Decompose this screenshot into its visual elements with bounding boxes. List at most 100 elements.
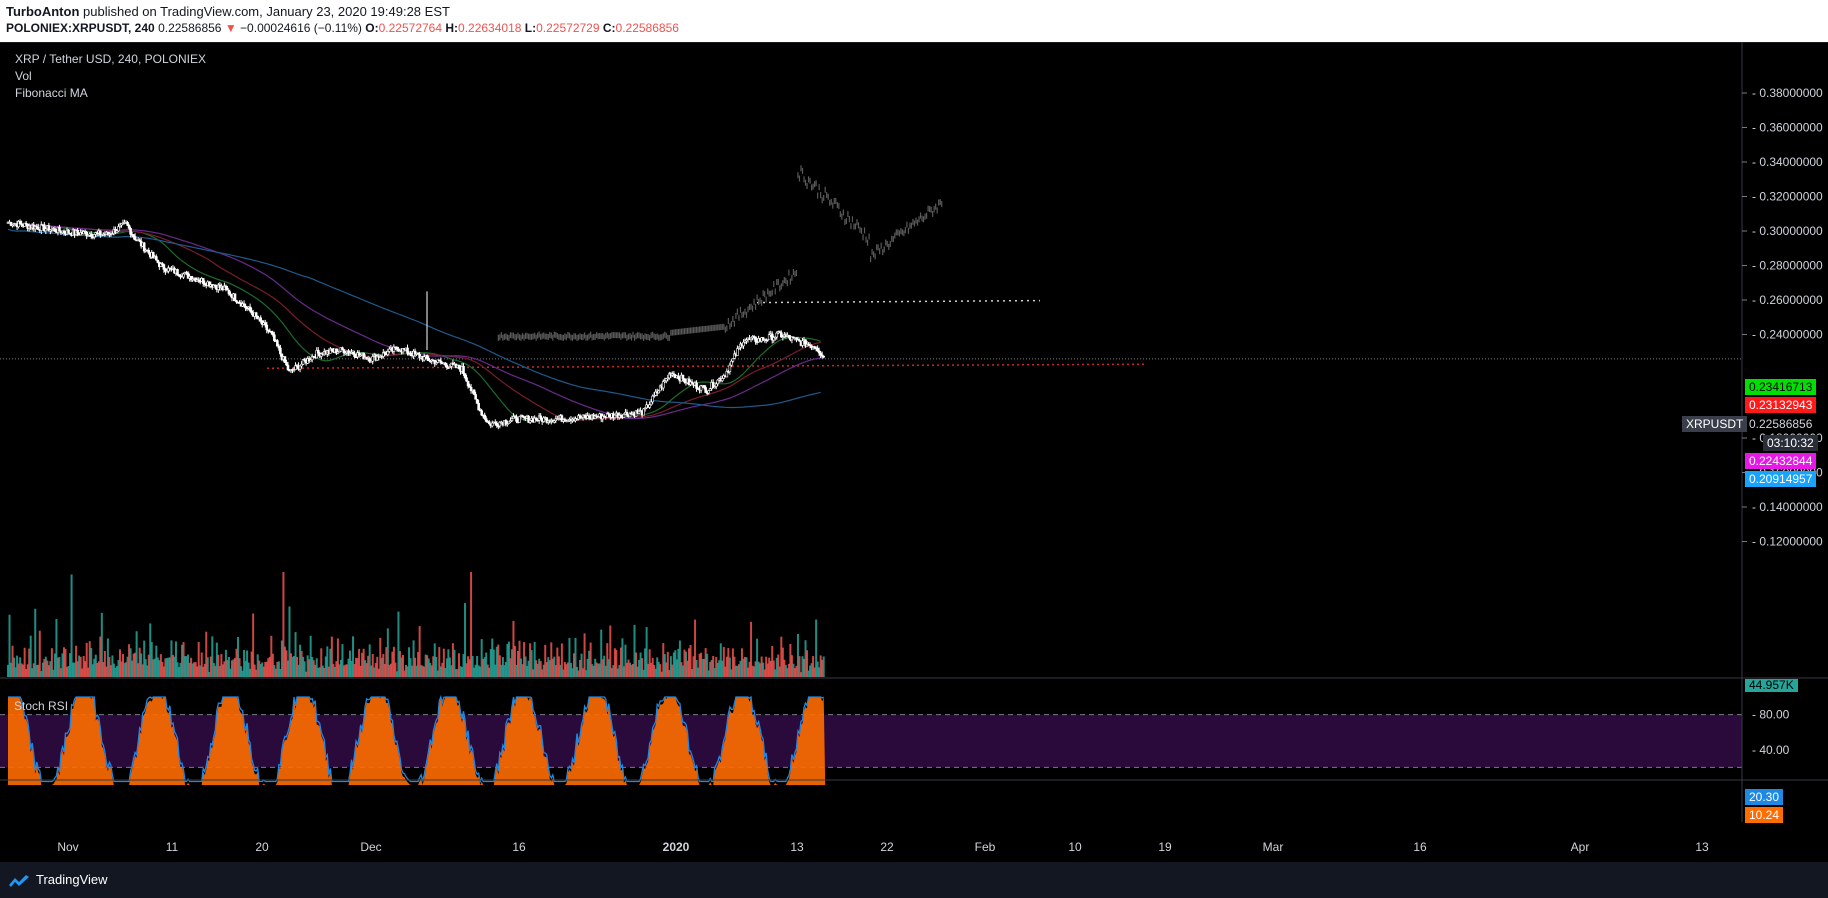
volume-bar bbox=[750, 621, 753, 677]
volume-bar bbox=[504, 661, 507, 677]
stoch-rsi-legend[interactable]: Stoch RSI bbox=[14, 699, 69, 713]
volume-bar bbox=[224, 649, 227, 677]
volume-bar bbox=[436, 670, 439, 677]
volume-bar bbox=[803, 658, 806, 677]
volume-bar bbox=[250, 651, 253, 677]
x-tick-label: Mar bbox=[1263, 840, 1284, 854]
author-name[interactable]: TurboAnton bbox=[6, 4, 80, 19]
support-level-line bbox=[266, 363, 1148, 369]
candle-body bbox=[388, 348, 391, 352]
volume-bar bbox=[370, 665, 373, 677]
candle-body bbox=[790, 336, 794, 341]
volume-bar bbox=[358, 648, 361, 677]
volume-bar bbox=[787, 663, 790, 677]
candle-body bbox=[129, 228, 132, 235]
chart-title[interactable]: XRP / Tether USD, 240, POLONIEX bbox=[15, 52, 206, 66]
candle-body bbox=[235, 300, 238, 303]
candle-body bbox=[342, 349, 346, 354]
candle-body bbox=[742, 341, 745, 347]
volume-bar bbox=[283, 646, 286, 677]
candle-body bbox=[578, 415, 582, 419]
candle-body bbox=[271, 332, 275, 336]
volume-bar bbox=[235, 648, 238, 677]
volume-bar bbox=[665, 662, 668, 677]
volume-bar bbox=[641, 658, 644, 677]
volume-bar bbox=[324, 656, 327, 677]
volume-bar bbox=[507, 641, 510, 677]
symbol-tag: XRPUSDT bbox=[1682, 416, 1748, 432]
volume-bar bbox=[238, 658, 241, 677]
candle-body bbox=[406, 347, 409, 354]
stoch-tick-label: - 40.00 bbox=[1752, 743, 1790, 757]
candle-body bbox=[147, 250, 151, 254]
price-label-magenta: 0.22432844 bbox=[1745, 453, 1817, 469]
volume-bar bbox=[223, 661, 226, 677]
volume-bar bbox=[454, 669, 457, 677]
volume-bar bbox=[724, 666, 727, 677]
volume-bar bbox=[215, 642, 218, 677]
volume-bar bbox=[232, 659, 235, 677]
volume-bar bbox=[671, 664, 674, 677]
volume-bar bbox=[312, 660, 315, 677]
volume-bar bbox=[140, 653, 143, 677]
volume-bar bbox=[246, 650, 249, 677]
candle-body bbox=[733, 353, 736, 359]
volume-bar bbox=[184, 656, 187, 677]
volume-bar bbox=[644, 648, 647, 677]
candle-body bbox=[294, 365, 297, 370]
volume-bar bbox=[29, 635, 32, 677]
volume-bar bbox=[171, 654, 174, 677]
volume-bar bbox=[557, 656, 560, 677]
volume-bar bbox=[662, 643, 665, 677]
volume-bar bbox=[135, 631, 138, 677]
volume-bar bbox=[597, 663, 600, 677]
volume-bar bbox=[164, 658, 167, 677]
candle-body bbox=[493, 421, 497, 424]
volume-bar bbox=[513, 645, 516, 677]
candle-body bbox=[444, 362, 447, 366]
close-label: C: bbox=[602, 21, 616, 35]
candle-body bbox=[76, 229, 79, 234]
candle-body bbox=[207, 281, 211, 287]
volume-bar bbox=[509, 658, 512, 677]
volume-bar bbox=[681, 665, 684, 677]
volume-bar bbox=[689, 644, 692, 677]
x-tick-label: 11 bbox=[166, 840, 179, 854]
volume-bar bbox=[765, 656, 768, 677]
candle-body bbox=[713, 386, 717, 389]
candle-body bbox=[465, 377, 468, 382]
fib-ma-legend[interactable]: Fibonacci MA bbox=[15, 86, 88, 100]
volume-bar bbox=[654, 668, 657, 677]
x-tick-label: Nov bbox=[57, 840, 78, 854]
volume-bar bbox=[58, 656, 61, 677]
candle-body bbox=[159, 263, 163, 267]
x-tick-label: Apr bbox=[1571, 840, 1590, 854]
volume-bar bbox=[20, 663, 23, 677]
volume-bar bbox=[365, 663, 368, 677]
volume-bar bbox=[81, 668, 84, 677]
volume-legend[interactable]: Vol bbox=[15, 69, 32, 83]
candle-body bbox=[310, 356, 314, 361]
volume-bar bbox=[382, 654, 385, 677]
volume-bar bbox=[444, 667, 447, 677]
price-chart[interactable]: - 0.38000000 - 0.36000000 - 0.34000000 - 0.… bbox=[0, 42, 1828, 862]
volume-bar bbox=[364, 660, 367, 677]
candle-body bbox=[292, 369, 296, 371]
volume-bar bbox=[152, 659, 155, 677]
volume-bar bbox=[545, 662, 548, 677]
volume-bar bbox=[541, 669, 544, 677]
volume-bar bbox=[243, 649, 246, 677]
volume-bar bbox=[170, 640, 173, 677]
candle-body bbox=[808, 344, 812, 347]
candle-body bbox=[43, 224, 46, 232]
volume-bar bbox=[156, 657, 159, 677]
volume-bar bbox=[352, 636, 355, 677]
volume-bar bbox=[13, 657, 16, 677]
candle-body bbox=[165, 270, 169, 273]
volume-bar bbox=[123, 662, 126, 677]
volume-bar bbox=[179, 662, 182, 677]
x-tick-label: 16 bbox=[512, 840, 526, 854]
tradingview-brand[interactable]: TradingView bbox=[8, 872, 108, 887]
volume-bar bbox=[491, 638, 494, 677]
candle-body bbox=[298, 365, 302, 370]
